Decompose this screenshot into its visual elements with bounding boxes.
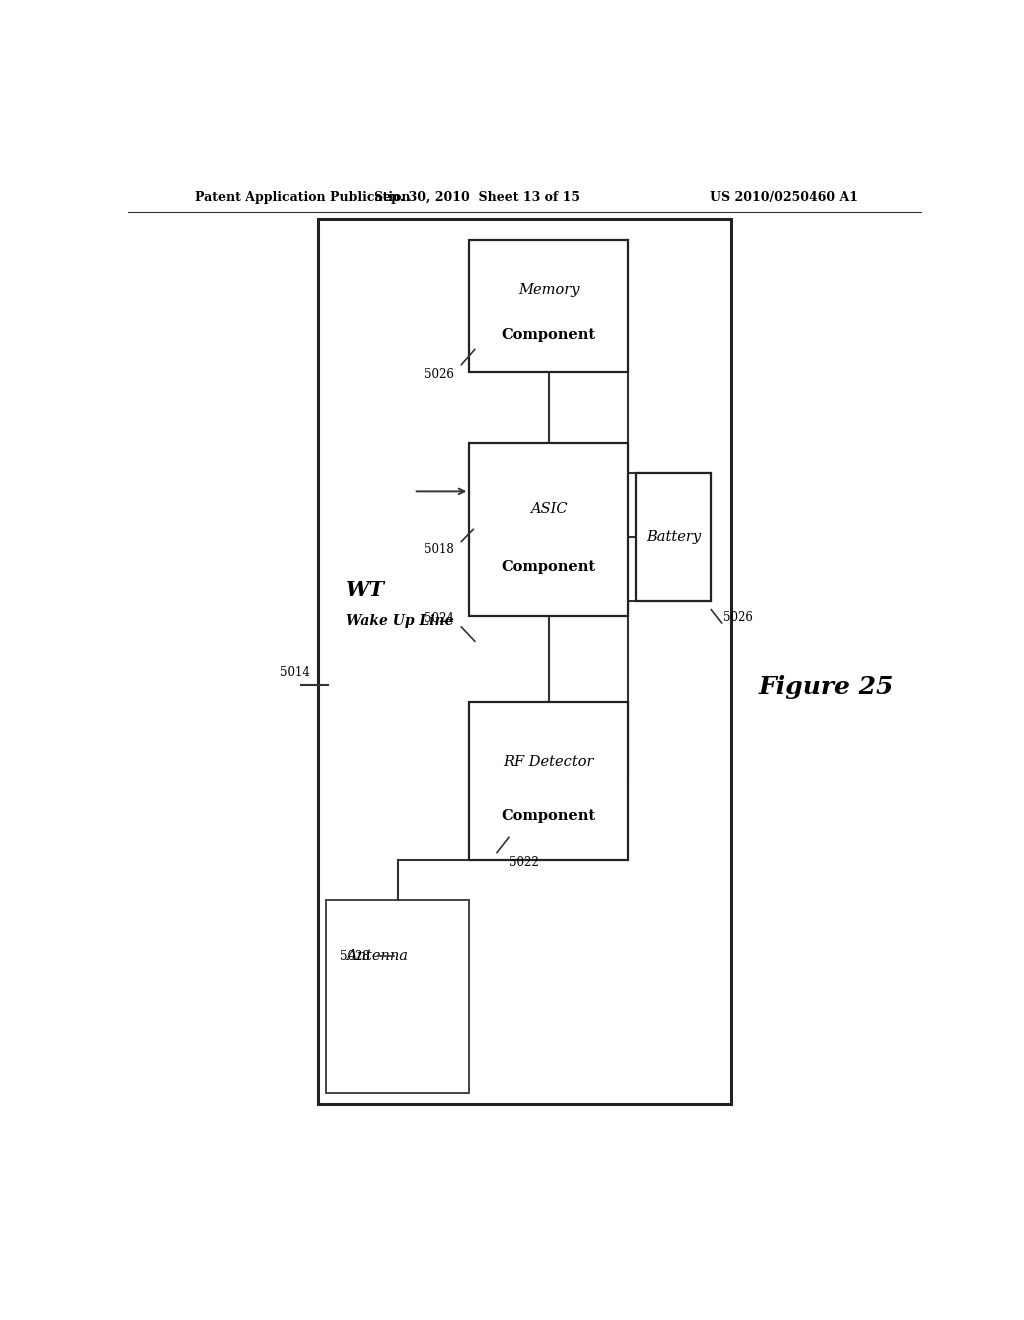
Text: 5022: 5022	[509, 857, 539, 870]
Text: 5028: 5028	[340, 950, 370, 962]
Bar	[318, 219, 731, 1104]
Text: Component: Component	[502, 809, 596, 822]
Text: Sep. 30, 2010  Sheet 13 of 15: Sep. 30, 2010 Sheet 13 of 15	[374, 190, 581, 203]
Text: WT: WT	[346, 581, 385, 601]
Text: RF Detector: RF Detector	[504, 755, 594, 770]
Text: Figure 25: Figure 25	[759, 675, 894, 698]
Text: Memory: Memory	[518, 282, 580, 297]
Bar	[469, 444, 628, 615]
Text: 5024: 5024	[424, 612, 454, 626]
Text: Patent Application Publication: Patent Application Publication	[196, 190, 411, 203]
Text: Component: Component	[502, 327, 596, 342]
Text: 5026: 5026	[723, 611, 753, 624]
Text: Component: Component	[502, 561, 596, 574]
Text: Wake Up Line: Wake Up Line	[346, 614, 454, 628]
Text: 5014: 5014	[280, 667, 309, 680]
Bar	[327, 900, 469, 1093]
Text: US 2010/0250460 A1: US 2010/0250460 A1	[710, 190, 858, 203]
Text: Antenna: Antenna	[346, 949, 409, 964]
Bar	[469, 702, 628, 859]
Bar	[469, 240, 628, 372]
Text: 5026: 5026	[424, 368, 454, 381]
Text: Battery: Battery	[646, 531, 701, 544]
Bar	[636, 474, 712, 601]
Text: ASIC: ASIC	[529, 502, 567, 516]
Text: 5018: 5018	[424, 544, 454, 556]
